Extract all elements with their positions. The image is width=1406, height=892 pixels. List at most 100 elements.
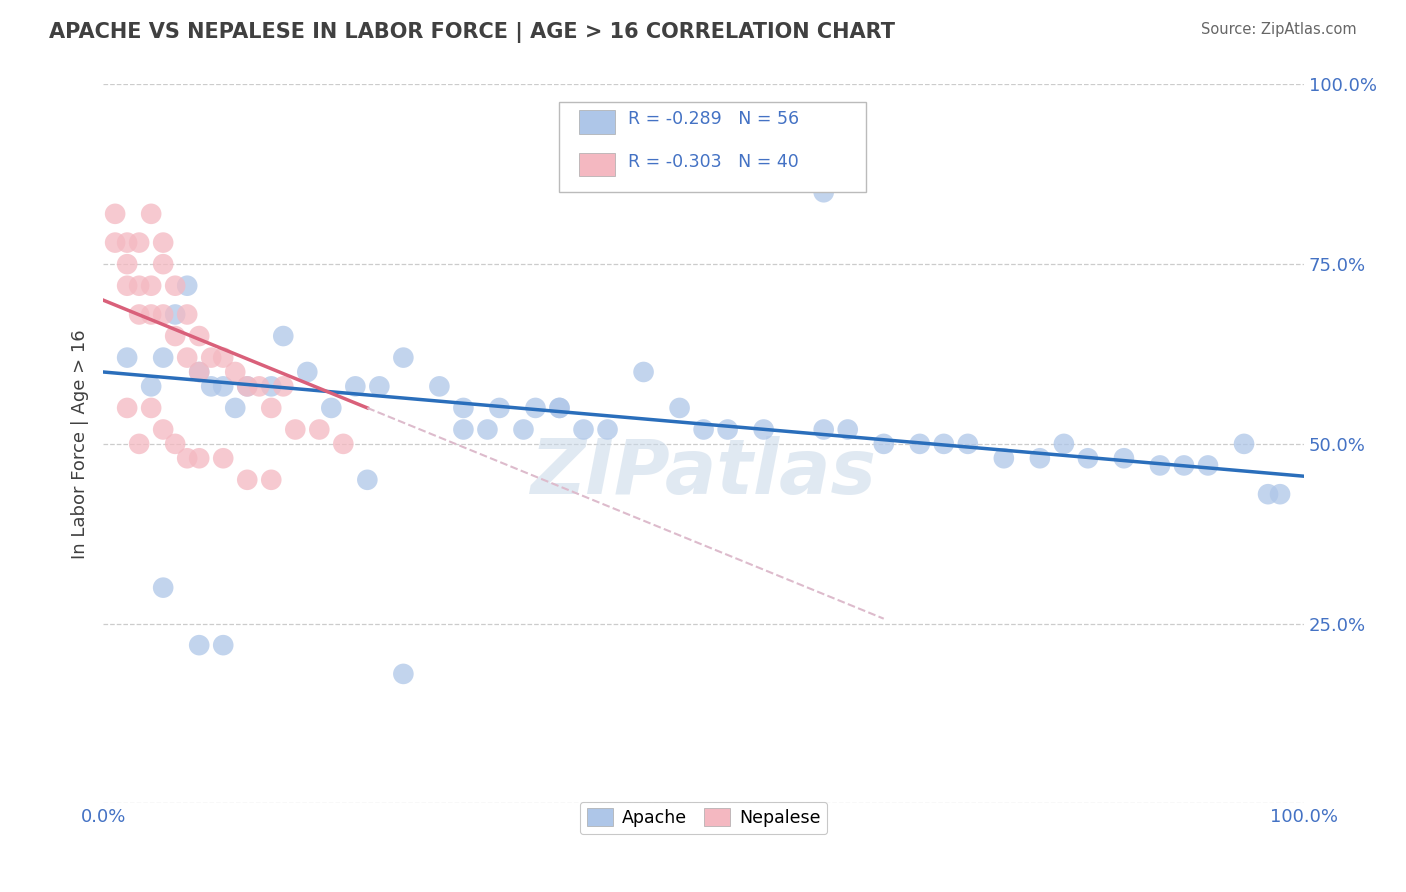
Point xyxy=(128,278,150,293)
Point xyxy=(224,401,246,415)
Point xyxy=(1053,437,1076,451)
Point xyxy=(141,401,163,415)
Point xyxy=(332,437,354,451)
Point xyxy=(308,422,330,436)
Point xyxy=(1077,451,1099,466)
Point xyxy=(152,308,174,322)
Point xyxy=(453,422,475,436)
Point xyxy=(212,351,235,365)
Point xyxy=(297,365,319,379)
Point xyxy=(128,437,150,451)
Point xyxy=(236,379,259,393)
Text: R = -0.289   N = 56: R = -0.289 N = 56 xyxy=(628,111,799,128)
Point xyxy=(165,329,187,343)
Point xyxy=(512,422,534,436)
Text: APACHE VS NEPALESE IN LABOR FORCE | AGE > 16 CORRELATION CHART: APACHE VS NEPALESE IN LABOR FORCE | AGE … xyxy=(49,22,896,44)
Point xyxy=(141,207,163,221)
Point xyxy=(247,379,270,393)
Point xyxy=(392,667,415,681)
Point xyxy=(453,401,475,415)
Text: ZIPatlas: ZIPatlas xyxy=(530,435,876,509)
Point xyxy=(548,401,571,415)
Point xyxy=(176,308,198,322)
Point xyxy=(152,257,174,271)
Point xyxy=(176,278,198,293)
Point xyxy=(271,379,294,393)
Y-axis label: In Labor Force | Age > 16: In Labor Force | Age > 16 xyxy=(72,329,89,558)
Point xyxy=(188,451,211,466)
Point xyxy=(152,422,174,436)
Text: R = -0.303   N = 40: R = -0.303 N = 40 xyxy=(628,153,799,171)
Point xyxy=(115,235,138,250)
Point xyxy=(128,235,150,250)
Point xyxy=(356,473,378,487)
Point xyxy=(152,581,174,595)
Point xyxy=(115,351,138,365)
Point xyxy=(212,451,235,466)
Point xyxy=(152,351,174,365)
Point xyxy=(1173,458,1195,473)
Point xyxy=(873,437,896,451)
Point xyxy=(141,278,163,293)
Point xyxy=(596,422,619,436)
Point xyxy=(1233,437,1256,451)
Point xyxy=(152,235,174,250)
Point xyxy=(236,379,259,393)
Point xyxy=(165,308,187,322)
Point xyxy=(165,437,187,451)
Point xyxy=(1149,458,1171,473)
Point xyxy=(813,422,835,436)
Point xyxy=(104,207,127,221)
FancyBboxPatch shape xyxy=(579,110,614,134)
Point xyxy=(932,437,955,451)
Point xyxy=(115,401,138,415)
Point xyxy=(1197,458,1219,473)
Point xyxy=(392,351,415,365)
Point xyxy=(284,422,307,436)
Point xyxy=(236,473,259,487)
Point xyxy=(368,379,391,393)
Point xyxy=(344,379,367,393)
Text: Source: ZipAtlas.com: Source: ZipAtlas.com xyxy=(1201,22,1357,37)
Point xyxy=(633,365,655,379)
Point xyxy=(429,379,451,393)
Point xyxy=(165,278,187,293)
Point xyxy=(993,451,1015,466)
Point xyxy=(908,437,931,451)
Point xyxy=(188,329,211,343)
Point xyxy=(813,186,835,200)
Point xyxy=(176,351,198,365)
FancyBboxPatch shape xyxy=(560,103,866,193)
Point xyxy=(200,379,222,393)
Point xyxy=(692,422,714,436)
Point xyxy=(141,379,163,393)
Point xyxy=(260,401,283,415)
FancyBboxPatch shape xyxy=(579,153,614,177)
Point xyxy=(572,422,595,436)
Point xyxy=(188,638,211,652)
Point xyxy=(128,308,150,322)
Point xyxy=(104,235,127,250)
Point xyxy=(212,379,235,393)
Point xyxy=(176,451,198,466)
Point xyxy=(141,308,163,322)
Point xyxy=(188,365,211,379)
Point xyxy=(212,638,235,652)
Point xyxy=(321,401,343,415)
Point xyxy=(717,422,740,436)
Point xyxy=(477,422,499,436)
Point xyxy=(115,278,138,293)
Point xyxy=(1257,487,1279,501)
Point xyxy=(260,379,283,393)
Point xyxy=(1268,487,1291,501)
Point xyxy=(488,401,510,415)
Point xyxy=(752,422,775,436)
Point xyxy=(668,401,690,415)
Point xyxy=(260,473,283,487)
Point xyxy=(1029,451,1052,466)
Point xyxy=(224,365,246,379)
Point xyxy=(200,351,222,365)
Point xyxy=(115,257,138,271)
Point xyxy=(188,365,211,379)
Point xyxy=(548,401,571,415)
